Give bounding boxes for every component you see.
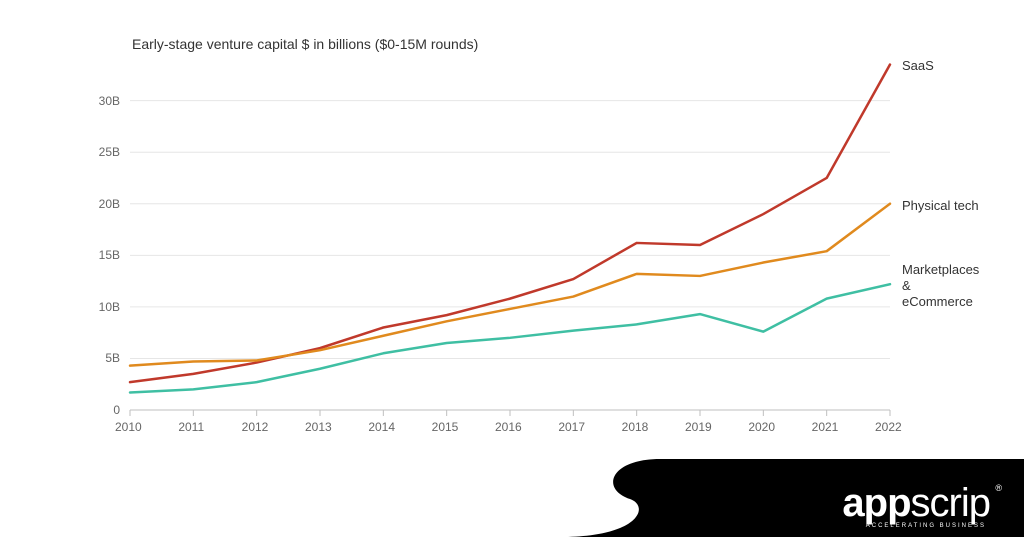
x-tick-label: 2022 bbox=[875, 420, 902, 434]
y-tick-label: 5B bbox=[105, 351, 120, 365]
x-tick-label: 2018 bbox=[622, 420, 649, 434]
x-tick-label: 2015 bbox=[432, 420, 459, 434]
footer-logo-bold: app bbox=[842, 481, 910, 525]
x-tick-label: 2019 bbox=[685, 420, 712, 434]
chart-plot bbox=[0, 0, 1024, 537]
x-tick-label: 2012 bbox=[242, 420, 269, 434]
x-tick-label: 2016 bbox=[495, 420, 522, 434]
y-tick-label: 25B bbox=[99, 145, 120, 159]
footer-logo: appscrip bbox=[842, 483, 990, 523]
x-tick-label: 2011 bbox=[178, 420, 204, 434]
x-tick-label: 2020 bbox=[748, 420, 775, 434]
footer-registered: ® bbox=[995, 483, 1002, 493]
x-tick-label: 2013 bbox=[305, 420, 332, 434]
chart-container: Early-stage venture capital $ in billion… bbox=[0, 0, 1024, 537]
series-label: SaaS bbox=[902, 58, 934, 74]
x-tick-label: 2021 bbox=[812, 420, 839, 434]
y-tick-label: 10B bbox=[99, 300, 120, 314]
y-tick-label: 20B bbox=[99, 197, 120, 211]
x-tick-label: 2010 bbox=[115, 420, 142, 434]
y-tick-label: 30B bbox=[99, 94, 120, 108]
footer-logo-thin: scrip bbox=[911, 481, 990, 525]
series-label: Marketplaces & eCommerce bbox=[902, 262, 979, 311]
footer-tagline: ACCELERATING BUSINESS bbox=[866, 523, 986, 529]
y-tick-label: 0 bbox=[113, 403, 120, 417]
x-tick-label: 2014 bbox=[368, 420, 395, 434]
series-label: Physical tech bbox=[902, 198, 979, 214]
x-tick-label: 2017 bbox=[558, 420, 585, 434]
y-tick-label: 15B bbox=[99, 248, 120, 262]
